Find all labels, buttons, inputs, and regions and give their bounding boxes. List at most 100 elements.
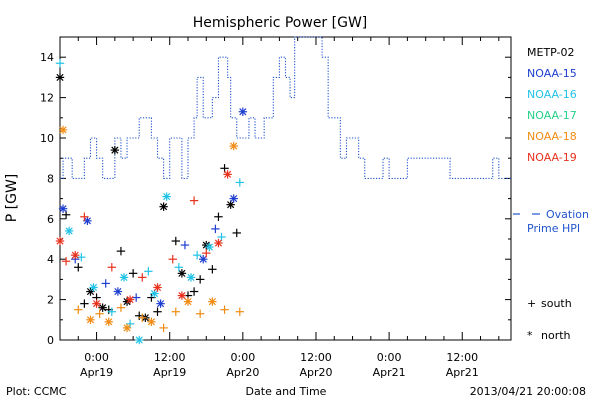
data-point bbox=[235, 307, 244, 316]
x-tick-date-label: Apr19 bbox=[153, 366, 186, 379]
data-point bbox=[125, 295, 135, 304]
data-point bbox=[199, 255, 208, 264]
marker-legend-symbol: * bbox=[527, 329, 533, 342]
ovation-hpi-line bbox=[60, 36, 511, 179]
marker-legend-label: south bbox=[541, 297, 572, 310]
data-point bbox=[80, 212, 89, 221]
y-axis-label-group: P [GW] bbox=[4, 174, 20, 223]
data-point bbox=[116, 246, 126, 256]
data-point bbox=[131, 293, 141, 302]
data-point bbox=[74, 305, 83, 314]
y-tick-label: 0 bbox=[47, 334, 54, 347]
data-point bbox=[107, 307, 117, 316]
y-tick-label: 4 bbox=[47, 253, 54, 266]
data-point bbox=[183, 297, 193, 306]
y-axis-ticks: 0 2 4 6 8 10 12 14 bbox=[40, 36, 511, 347]
data-point bbox=[232, 228, 241, 238]
ovation-legend-label: Ovation bbox=[546, 208, 589, 221]
data-point bbox=[55, 73, 65, 82]
data-point bbox=[80, 299, 89, 308]
data-point bbox=[58, 204, 68, 213]
data-point bbox=[189, 196, 199, 205]
x-axis-label: Date and Time bbox=[246, 385, 327, 398]
data-point bbox=[177, 269, 187, 278]
data-point bbox=[177, 291, 187, 300]
data-point bbox=[92, 299, 101, 308]
y-tick-label: 14 bbox=[40, 51, 54, 64]
data-point bbox=[189, 287, 199, 296]
data-point bbox=[180, 240, 190, 250]
data-point bbox=[147, 317, 156, 327]
data-point bbox=[89, 283, 98, 292]
data-point bbox=[171, 307, 180, 316]
data-point bbox=[101, 279, 110, 288]
data-point bbox=[220, 164, 229, 173]
data-point bbox=[195, 275, 205, 284]
data-point bbox=[156, 299, 165, 308]
data-point bbox=[229, 141, 238, 151]
x-tick-label: 12:00 bbox=[446, 351, 478, 364]
marker-legend: + south * north bbox=[527, 297, 572, 342]
data-point bbox=[217, 232, 226, 242]
data-point bbox=[208, 265, 217, 274]
data-point bbox=[211, 224, 220, 234]
legend-entry: NOAA-18 bbox=[527, 130, 577, 143]
y-axis-label: P [GW] bbox=[4, 174, 20, 223]
x-tick-label: 0:00 bbox=[230, 351, 255, 364]
data-point bbox=[86, 315, 95, 324]
data-point bbox=[214, 212, 223, 221]
data-point bbox=[192, 250, 202, 260]
data-point bbox=[171, 236, 180, 246]
x-tick-date-label: Apr20 bbox=[299, 366, 332, 379]
ovation-hpi-path bbox=[60, 36, 511, 179]
x-tick-date-label: Apr19 bbox=[80, 366, 113, 379]
data-point bbox=[159, 202, 168, 211]
data-point bbox=[116, 303, 126, 312]
marker-legend-label: north bbox=[541, 329, 571, 342]
data-point bbox=[138, 273, 147, 282]
data-point bbox=[150, 289, 159, 298]
data-point bbox=[61, 257, 71, 266]
y-tick-label: 6 bbox=[47, 213, 54, 226]
data-point bbox=[95, 309, 104, 318]
data-point bbox=[174, 263, 184, 272]
data-point bbox=[153, 283, 162, 292]
plot-frame bbox=[59, 36, 512, 341]
data-point bbox=[168, 255, 177, 264]
data-point bbox=[98, 303, 107, 312]
data-point bbox=[113, 287, 123, 296]
x-tick-label: 0:00 bbox=[377, 351, 402, 364]
x-tick-date-label: Apr20 bbox=[226, 366, 259, 379]
data-point bbox=[58, 125, 68, 135]
legend-entry: NOAA-17 bbox=[527, 109, 577, 122]
x-tick-date-label: Apr21 bbox=[373, 366, 406, 379]
data-point bbox=[195, 309, 205, 318]
data-point bbox=[135, 335, 144, 345]
y-tick-label: 10 bbox=[40, 132, 54, 145]
x-axis-ticks: 0:00 Apr19 12:00 Apr19 0:00 Apr20 12:00 Apr20 0:… bbox=[59, 37, 500, 379]
data-point bbox=[61, 210, 71, 219]
data-point bbox=[202, 248, 211, 258]
data-point bbox=[208, 297, 217, 306]
y-tick-label: 8 bbox=[47, 172, 54, 185]
legend-entry: METP-02 bbox=[527, 46, 575, 59]
legend: METP-02 NOAA-15 NOAA-16 NOAA-17 NOAA-18 NOAA-… bbox=[527, 46, 577, 164]
data-point bbox=[235, 178, 244, 187]
data-point bbox=[162, 192, 171, 201]
data-point bbox=[238, 107, 248, 116]
x-tick-label: 12:00 bbox=[300, 351, 332, 364]
data-point bbox=[71, 250, 80, 260]
legend-entry: NOAA-19 bbox=[527, 151, 577, 164]
legend-entry: NOAA-15 bbox=[527, 67, 577, 80]
footer-left: Plot: CCMC bbox=[6, 385, 67, 398]
data-point bbox=[220, 305, 229, 314]
legend-entry: NOAA-16 bbox=[527, 88, 577, 101]
ovation-legend-label: Prime HPI bbox=[527, 222, 580, 235]
data-point bbox=[77, 252, 86, 262]
data-point bbox=[128, 269, 138, 278]
data-point bbox=[104, 317, 113, 327]
data-point bbox=[119, 273, 129, 282]
data-point bbox=[205, 242, 214, 252]
data-point bbox=[107, 263, 117, 272]
